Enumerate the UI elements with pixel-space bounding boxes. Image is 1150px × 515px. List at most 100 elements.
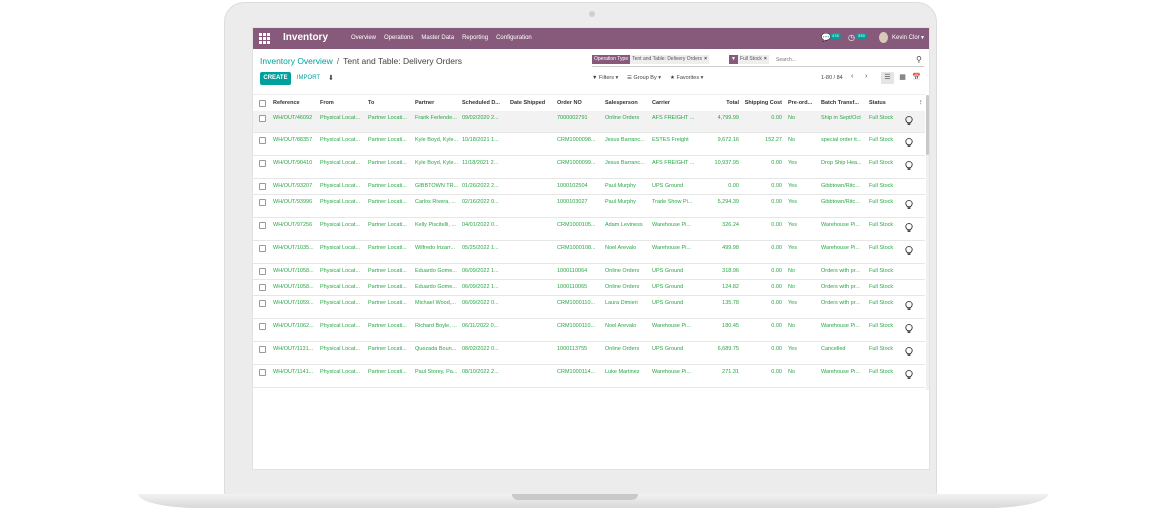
cell-reference: WH/OUT/88357: [273, 137, 313, 143]
cell-reference: WH/OUT/93996: [273, 199, 313, 205]
cell-shipping-cost: 0.00: [771, 300, 782, 306]
cell-total: 124.82: [722, 284, 739, 290]
column-header-carrier[interactable]: Carrier: [652, 100, 671, 106]
search-icon[interactable]: ⚲: [916, 55, 922, 64]
remove-facet-icon[interactable]: ×: [704, 55, 709, 64]
lightbulb-icon[interactable]: [905, 200, 913, 210]
cell-shipping-cost: 0.00: [771, 160, 782, 166]
chat-icon[interactable]: 💬: [821, 33, 831, 42]
cell-scheduled-date: 05/25/2022 1...: [462, 245, 499, 251]
scrollbar-track[interactable]: [926, 95, 929, 390]
row-checkbox[interactable]: [259, 323, 266, 330]
table-row[interactable]: WH/OUT/93996 Physical Locat... Partner Loc…: [253, 195, 925, 218]
kanban-view-icon[interactable]: ▦: [899, 74, 906, 81]
table-row[interactable]: WH/OUT/1062... Physical Locat... Partner L…: [253, 319, 925, 342]
row-checkbox[interactable]: [259, 268, 266, 275]
favorites-dropdown[interactable]: ★ Favorites ▾: [670, 75, 704, 81]
breadcrumb-parent[interactable]: Inventory Overview: [260, 56, 333, 66]
column-header-date-shipped[interactable]: Date Shipped: [510, 100, 546, 106]
column-header-order-no[interactable]: Order NO: [557, 100, 582, 106]
row-checkbox[interactable]: [259, 346, 266, 353]
import-button[interactable]: IMPORT: [294, 72, 323, 85]
column-header-to[interactable]: To: [368, 100, 375, 106]
cell-carrier: Trade Show Pi...: [652, 199, 693, 205]
lightbulb-icon[interactable]: [905, 246, 913, 256]
group-by-dropdown[interactable]: ☰ Group By ▾: [627, 75, 661, 81]
pager-range[interactable]: 1-80 / 84: [821, 75, 843, 81]
cell-salesperson: Laura Dimieri: [605, 300, 638, 306]
table-row[interactable]: WH/OUT/1058... Physical Locat... Partner L…: [253, 280, 925, 296]
cell-batch-transfer: Cancelled: [821, 346, 846, 352]
avatar[interactable]: [879, 32, 888, 43]
column-header-scheduled-date[interactable]: Scheduled D...: [462, 100, 500, 106]
search-input[interactable]: [776, 56, 912, 64]
row-checkbox[interactable]: [259, 160, 266, 167]
row-checkbox[interactable]: [259, 222, 266, 229]
user-menu[interactable]: Kevin Clor: [892, 35, 920, 41]
row-checkbox[interactable]: [259, 284, 266, 291]
lightbulb-icon[interactable]: [905, 370, 913, 380]
table-row[interactable]: WH/OUT/1059... Physical Locat... Partner L…: [253, 296, 925, 319]
column-header-total[interactable]: Total: [726, 100, 739, 106]
row-checkbox[interactable]: [259, 245, 266, 252]
cell-salesperson: Jesus Barranc...: [605, 160, 645, 166]
app-brand[interactable]: Inventory: [283, 32, 329, 43]
lightbulb-icon[interactable]: [905, 223, 913, 233]
menu-item-overview[interactable]: Overview: [351, 35, 377, 41]
cell-to: Partner Locati...: [368, 245, 407, 251]
activity-clock-icon[interactable]: ◷: [848, 33, 855, 42]
cell-batch-transfer: Ship in Sept/Oct: [821, 115, 861, 121]
menu-item-reporting[interactable]: Reporting: [462, 35, 489, 41]
column-header-batch-transfer[interactable]: Batch Transf...: [821, 100, 859, 106]
lightbulb-icon[interactable]: [905, 116, 913, 126]
table-row[interactable]: WH/OUT/1131... Physical Locat... Partner L…: [253, 342, 925, 365]
table-row[interactable]: WH/OUT/1141... Physical Locat... Partner L…: [253, 365, 925, 388]
lightbulb-icon[interactable]: [905, 301, 913, 311]
table-row[interactable]: WH/OUT/1058... Physical Locat... Partner L…: [253, 264, 925, 280]
calendar-view-icon[interactable]: 📅: [912, 74, 921, 81]
apps-grid-icon[interactable]: [259, 33, 270, 44]
breadcrumb-current: Tent and Table: Delivery Orders: [343, 56, 463, 66]
download-icon[interactable]: ⬇: [328, 75, 334, 82]
row-checkbox[interactable]: [259, 115, 266, 122]
column-header-salesperson[interactable]: Salesperson: [605, 100, 638, 106]
filters-dropdown[interactable]: ▼ Filters ▾: [592, 75, 619, 81]
create-button[interactable]: CREATE: [260, 72, 291, 85]
table-row[interactable]: WH/OUT/97256 Physical Locat... Partner Loc…: [253, 218, 925, 241]
remove-facet-icon[interactable]: ×: [763, 55, 769, 64]
facet-value: Tent and Table: Delivery Orders: [630, 55, 705, 64]
scrollbar-thumb[interactable]: [926, 95, 929, 155]
row-checkbox[interactable]: [259, 183, 266, 190]
caret-down-icon[interactable]: ▼: [920, 35, 925, 41]
column-header-partner[interactable]: Partner: [415, 100, 435, 106]
table-row[interactable]: WH/OUT/46092 Physical Locat... Partner Loc…: [253, 111, 925, 133]
column-header-reference[interactable]: Reference: [273, 100, 300, 106]
pager-prev-icon[interactable]: ‹: [851, 73, 854, 80]
table-row[interactable]: WH/OUT/90410 Physical Locat... Partner Loc…: [253, 156, 925, 179]
menu-item-configuration[interactable]: Configuration: [496, 35, 532, 41]
row-checkbox[interactable]: [259, 300, 266, 307]
row-checkbox[interactable]: [259, 137, 266, 144]
cell-to: Partner Locati...: [368, 369, 407, 375]
column-header-from[interactable]: From: [320, 100, 334, 106]
lightbulb-icon[interactable]: [905, 138, 913, 148]
row-checkbox[interactable]: [259, 199, 266, 206]
row-checkbox[interactable]: [259, 369, 266, 376]
cell-partner: Paul Storey, Pa...: [415, 369, 458, 375]
lightbulb-icon[interactable]: [905, 347, 913, 357]
select-all-checkbox[interactable]: [259, 100, 266, 107]
menu-item-operations[interactable]: Operations: [384, 35, 414, 41]
cell-carrier: AFS FREIGHT ...: [652, 160, 695, 166]
table-row[interactable]: WH/OUT/88357 Physical Locat... Partner Loc…: [253, 133, 925, 156]
column-header-pre-order[interactable]: Pre-ord...: [788, 100, 813, 106]
lightbulb-icon[interactable]: [905, 161, 913, 171]
lightbulb-icon[interactable]: [905, 324, 913, 334]
menu-item-master-data[interactable]: Master Data: [421, 35, 455, 41]
column-header-column-options[interactable]: ⋮: [918, 100, 924, 106]
pager-next-icon[interactable]: ›: [865, 73, 868, 80]
list-view-icon[interactable]: ☰: [881, 72, 894, 84]
column-header-status[interactable]: Status: [869, 100, 886, 106]
table-row[interactable]: WH/OUT/1035... Physical Locat... Partner L…: [253, 241, 925, 264]
table-row[interactable]: WH/OUT/93207 Physical Locat... Partner Loc…: [253, 179, 925, 195]
column-header-shipping-cost[interactable]: Shipping Cost: [744, 100, 782, 106]
